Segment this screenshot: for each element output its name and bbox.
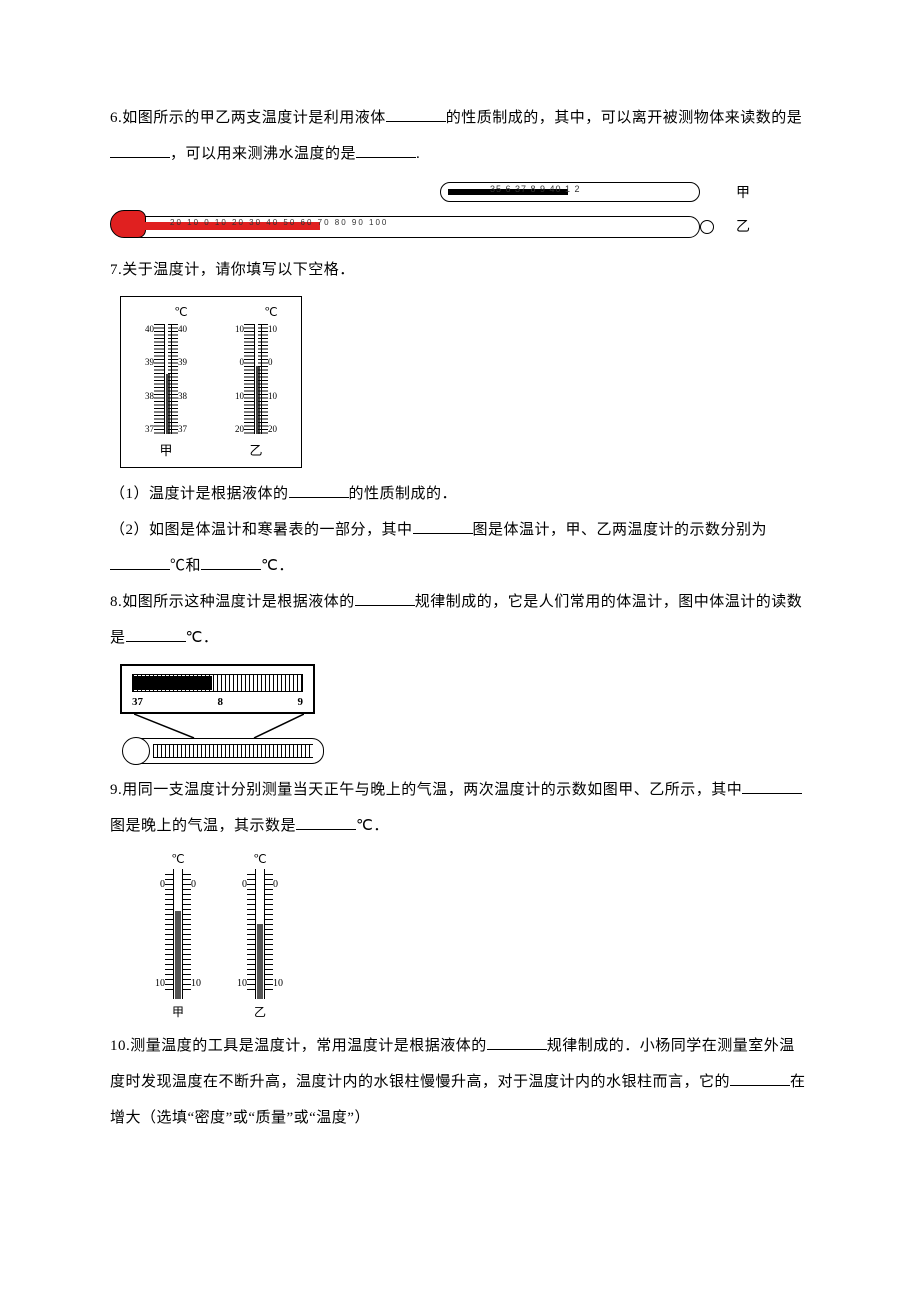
q7-label-yi: 乙 <box>249 440 262 459</box>
thermometer-bulb-icon <box>122 737 150 765</box>
q6-label-yi: 乙 <box>736 216 750 236</box>
q7-intro: 7.关于温度计，请你填写以下空格． <box>110 252 810 288</box>
scale-right: 10 0 10 20 <box>268 324 286 434</box>
q10-text: 10.测量温度的工具是温度计，常用温度计是根据液体的规律制成的．小杨同学在测量室… <box>110 1028 810 1136</box>
unit-celsius: ℃ <box>253 852 266 867</box>
q6-thermometer-yi: 20 10 0 10 20 30 40 50 60 70 80 90 100 乙 <box>110 214 750 244</box>
q9-blank-2[interactable] <box>296 815 356 830</box>
q7-label-jia: 甲 <box>159 440 172 459</box>
q7-thermometer-yi: ℃ 10 0 10 20 10 0 10 20 <box>221 305 291 459</box>
q10-blank-2[interactable] <box>730 1071 790 1086</box>
scale-left: 10 0 10 20 <box>226 324 244 434</box>
zoom-box: 37 8 9 <box>120 664 315 714</box>
q7-figure: ℃ 40 39 38 37 40 39 38 37 <box>120 296 302 468</box>
q9-label-yi: 乙 <box>254 1003 266 1020</box>
q9-thermometer-jia: ℃ 0 10 0 10 甲 <box>150 852 206 1020</box>
q9-figure: ℃ 0 10 0 10 甲 ℃ 0 10 <box>150 852 810 1020</box>
q6-figure: 35 6 37 8 9 40 1 2 甲 20 10 0 10 20 30 40… <box>110 180 750 244</box>
thermometer-liquid-icon <box>175 911 181 999</box>
zoom-numbers: 37 8 9 <box>132 696 303 708</box>
q6-text: 6.如图所示的甲乙两支温度计是利用液体 的性质制成的，其中，可以离开被测物体来读数… <box>110 100 810 172</box>
q6-blank-1[interactable] <box>386 107 446 122</box>
q8-blank-2[interactable] <box>126 627 186 642</box>
q7-blank-3[interactable] <box>110 555 170 570</box>
scale-left: 40 39 38 37 <box>136 324 154 434</box>
q7-blank-4[interactable] <box>201 555 261 570</box>
q9-label-jia: 甲 <box>172 1003 184 1020</box>
q6-label-jia: 甲 <box>736 182 750 202</box>
q8-figure: 37 8 9 <box>120 664 330 764</box>
unit-celsius: ℃ <box>264 305 277 320</box>
q8-text: 8.如图所示这种温度计是根据液体的规律制成的，它是人们常用的体温计，图中体温计的… <box>110 584 810 656</box>
q6-scale-yi: 20 10 0 10 20 30 40 50 60 70 80 90 100 <box>170 218 388 227</box>
thermometer-tube-icon <box>173 869 183 999</box>
q6-t4: . <box>416 146 420 162</box>
scale-right: 0 10 <box>273 879 289 989</box>
q9-blank-1[interactable] <box>742 779 802 794</box>
q6-blank-2[interactable] <box>110 143 170 158</box>
q6-thermometer-jia: 35 6 37 8 9 40 1 2 甲 <box>110 180 750 208</box>
ticks-icon <box>183 874 191 994</box>
q9-text: 9.用同一支温度计分别测量当天正午与晚上的气温，两次温度计的示数如图甲、乙所示，… <box>110 772 810 844</box>
q6-t2: 的性质制成的，其中，可以离开被测物体来读数的是 <box>446 110 803 126</box>
thermometer-liquid-icon <box>257 924 263 999</box>
ticks-icon <box>154 324 164 434</box>
q6-t1: 6.如图所示的甲乙两支温度计是利用液体 <box>110 110 386 126</box>
thermometer-tip-icon <box>700 220 714 234</box>
q10-blank-1[interactable] <box>487 1035 547 1050</box>
ticks-icon <box>165 874 173 994</box>
ticks-icon <box>244 324 254 434</box>
q7-line1: （1）温度计是根据液体的的性质制成的． <box>110 476 810 512</box>
q6-scale-jia: 35 6 37 8 9 40 1 2 <box>490 184 581 194</box>
ticks-icon <box>258 324 268 434</box>
scale-left: 0 10 <box>149 879 165 989</box>
q6-t3: ，可以用来测沸水温度的是 <box>170 146 356 162</box>
q7-thermometer-jia: ℃ 40 39 38 37 40 39 38 37 <box>131 305 201 459</box>
ticks-icon <box>168 324 178 434</box>
q8-thermometer <box>124 738 324 764</box>
scale-right: 0 10 <box>191 879 207 989</box>
unit-celsius: ℃ <box>174 305 187 320</box>
scale-right: 40 39 38 37 <box>178 324 196 434</box>
q8-blank-1[interactable] <box>355 591 415 606</box>
scale-left: 0 10 <box>231 879 247 989</box>
ticks-icon <box>247 874 255 994</box>
thermometer-tube-icon <box>255 869 265 999</box>
zoom-liquid-icon <box>132 676 212 690</box>
q9-thermometer-yi: ℃ 0 10 0 10 乙 <box>232 852 288 1020</box>
q7-line2: （2）如图是体温计和寒暑表的一部分，其中图是体温计，甲、乙两温度计的示数分别为℃… <box>110 512 810 584</box>
thermometer-scale-icon <box>153 744 313 758</box>
callout-lines-icon <box>134 714 304 738</box>
q7-blank-1[interactable] <box>289 483 349 498</box>
q7-blank-2[interactable] <box>413 519 473 534</box>
unit-celsius: ℃ <box>171 852 184 867</box>
ticks-icon <box>265 874 273 994</box>
q6-blank-3[interactable] <box>356 143 416 158</box>
